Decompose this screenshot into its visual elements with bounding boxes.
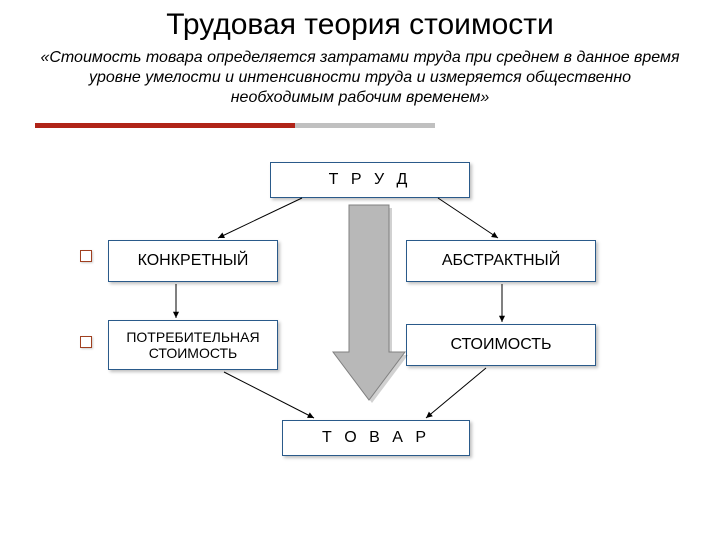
slide-subtitle: «Стоимость товара определяется затратами… <box>40 48 680 108</box>
big-down-arrow-icon <box>333 205 405 400</box>
node-potreb: ПОТРЕБИТЕЛЬНАЯ СТОИМОСТЬ <box>108 320 278 370</box>
arrowhead-icon <box>218 233 225 238</box>
arrowhead-icon <box>491 232 498 238</box>
arrowhead-icon <box>426 412 433 418</box>
connector-line <box>438 198 498 238</box>
connector-line <box>218 198 302 238</box>
bullet-icon <box>80 250 92 262</box>
divider-segment <box>35 123 295 128</box>
arrowhead-icon <box>173 312 179 318</box>
node-konkret: КОНКРЕТНЫЙ <box>108 240 278 282</box>
slide-title: Трудовая теория стоимости <box>0 8 720 42</box>
arrowhead-icon <box>499 316 505 322</box>
connector-line <box>426 368 486 418</box>
node-trud: Т Р У Д <box>270 162 470 198</box>
connector-line <box>224 372 314 418</box>
bullet-icon <box>80 336 92 348</box>
divider-segment <box>295 123 435 128</box>
arrowhead-icon <box>307 412 314 418</box>
node-abstrakt: АБСТРАКТНЫЙ <box>406 240 596 282</box>
node-tovar: Т О В А Р <box>282 420 470 456</box>
slide: Трудовая теория стоимости «Стоимость тов… <box>0 0 720 540</box>
node-stoimost: СТОИМОСТЬ <box>406 324 596 366</box>
